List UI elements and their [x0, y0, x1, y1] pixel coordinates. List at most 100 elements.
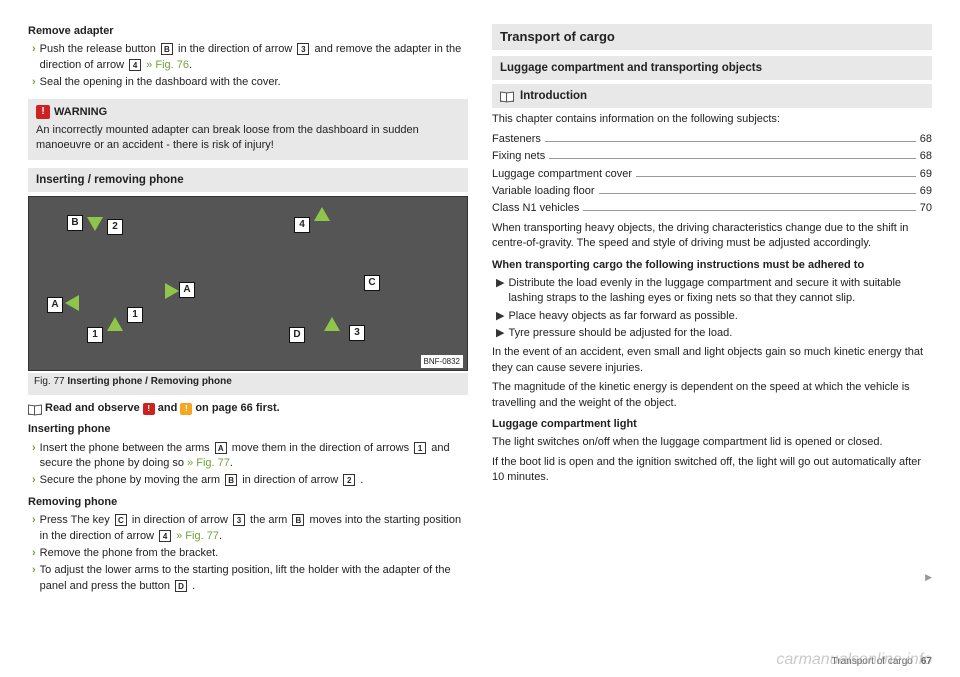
intro-text: This chapter contains information on the… [492, 112, 932, 127]
fig-arrow-icon [314, 207, 330, 221]
toc-leader [545, 141, 916, 142]
label-4-icon: 4 [129, 59, 141, 71]
label-2-icon: 2 [343, 474, 355, 486]
toc-label: Luggage compartment cover [492, 167, 632, 182]
fig-ref: » Fig. 77 [187, 457, 230, 469]
instruction-text: Place heavy objects as far forward as po… [508, 309, 737, 324]
section-inserting-removing: Inserting / removing phone [28, 168, 468, 192]
chevron-icon: › [32, 75, 36, 90]
read-observe-note: Read and observe ! and ! on page 66 firs… [28, 401, 468, 416]
fig-arrow-icon [65, 295, 79, 311]
page-columns: Remove adapter › Push the release button… [28, 18, 932, 608]
chevron-icon: › [32, 42, 36, 73]
instruction-2: ▶ Place heavy objects as far forward as … [492, 309, 932, 324]
fig-arrow-icon [324, 317, 340, 331]
toc-label: Fixing nets [492, 149, 545, 164]
fig-label-3: 3 [349, 325, 365, 341]
continue-icon: ▶ [925, 571, 932, 584]
instruction-1: ▶ Distribute the load evenly in the lugg… [492, 276, 932, 307]
toc-row: Class N1 vehicles 70 [492, 201, 932, 216]
caution-small-icon: ! [180, 403, 192, 415]
instructions-heading: When transporting cargo the following in… [492, 258, 932, 273]
warning-small-icon: ! [143, 403, 155, 415]
removing-step2: › Remove the phone from the bracket. [28, 546, 468, 561]
step-text: Press The key C in direction of arrow 3 … [40, 513, 468, 544]
step-text: Seal the opening in the dashboard with t… [40, 75, 281, 90]
fig-label-1b: 1 [127, 307, 143, 323]
step-text: Insert the phone between the arms A move… [40, 441, 468, 472]
label-b-icon: B [225, 474, 237, 486]
toc-row: Luggage compartment cover 69 [492, 167, 932, 182]
toc-leader [599, 193, 916, 194]
fig-label-c: C [364, 275, 380, 291]
luggage-heading: Luggage compartment and transporting obj… [492, 56, 932, 80]
fig-label-2: 2 [107, 219, 123, 235]
toc-leader [583, 210, 915, 211]
fig-label-d: D [289, 327, 305, 343]
label-c-icon: C [115, 514, 127, 526]
introduction-label: Introduction [520, 88, 587, 104]
toc-page: 70 [920, 201, 932, 216]
label-b-icon: B [292, 514, 304, 526]
remove-adapter-step1: › Push the release button B in the direc… [28, 42, 468, 73]
inserting-step1: › Insert the phone between the arms A mo… [28, 441, 468, 472]
label-3-icon: 3 [233, 514, 245, 526]
chevron-icon: › [32, 441, 36, 472]
warning-icon: ! [36, 105, 50, 119]
label-4-icon: 4 [159, 530, 171, 542]
toc-label: Fasteners [492, 132, 541, 147]
remove-adapter-step2: › Seal the opening in the dashboard with… [28, 75, 468, 90]
label-1-icon: 1 [414, 442, 426, 454]
removing-step1: › Press The key C in direction of arrow … [28, 513, 468, 544]
step-text: To adjust the lower arms to the starting… [40, 563, 468, 594]
fig-arrow-icon [165, 283, 179, 299]
toc-page: 68 [920, 132, 932, 147]
warning-label: WARNING [54, 105, 107, 120]
fig-ref: » Fig. 76 [146, 59, 189, 71]
inserting-phone-heading: Inserting phone [28, 422, 468, 437]
paragraph: The magnitude of the kinetic energy is d… [492, 380, 932, 411]
fig-label-1: 1 [87, 327, 103, 343]
fig-label-a: A [47, 297, 63, 313]
fig-label-a2: A [179, 282, 195, 298]
figure-77: B 2 A A 1 1 4 C D 3 BNF-0832 [28, 196, 468, 371]
toc-leader [636, 176, 916, 177]
toc-label: Variable loading floor [492, 184, 595, 199]
toc-page: 69 [920, 167, 932, 182]
triangle-icon: ▶ [496, 276, 504, 307]
instruction-text: Tyre pressure should be adjusted for the… [508, 326, 732, 341]
label-b-icon: B [161, 43, 173, 55]
toc-row: Fasteners 68 [492, 132, 932, 147]
chevron-icon: › [32, 513, 36, 544]
instruction-3: ▶ Tyre pressure should be adjusted for t… [492, 326, 932, 341]
book-icon [500, 90, 514, 102]
remove-adapter-heading: Remove adapter [28, 24, 468, 39]
warning-heading: ! WARNING [36, 105, 460, 120]
fig-label-4: 4 [294, 217, 310, 233]
warning-text: An incorrectly mounted adapter can break… [36, 123, 460, 154]
inserting-step2: › Secure the phone by moving the arm B i… [28, 473, 468, 488]
triangle-icon: ▶ [496, 326, 504, 341]
right-column: Transport of cargo Luggage compartment a… [492, 18, 932, 608]
toc-page: 68 [920, 149, 932, 164]
chevron-icon: › [32, 563, 36, 594]
fig-ref: » Fig. 77 [176, 530, 219, 542]
step-text: Secure the phone by moving the arm B in … [40, 473, 364, 488]
triangle-icon: ▶ [496, 309, 504, 324]
fig-code: BNF-0832 [421, 355, 463, 368]
label-d-icon: D [175, 580, 187, 592]
step-text: Push the release button B in the directi… [40, 42, 468, 73]
label-3-icon: 3 [297, 43, 309, 55]
watermark-text: carmanualsonline.info [776, 649, 932, 671]
paragraph: When transporting heavy objects, the dri… [492, 221, 932, 252]
instruction-text: Distribute the load evenly in the luggag… [508, 276, 932, 307]
toc-page: 69 [920, 184, 932, 199]
book-icon [28, 403, 42, 415]
toc-row: Variable loading floor 69 [492, 184, 932, 199]
fig-label-b: B [67, 215, 83, 231]
paragraph: In the event of an accident, even small … [492, 345, 932, 376]
warning-box: ! WARNING An incorrectly mounted adapter… [28, 99, 468, 160]
removing-phone-heading: Removing phone [28, 495, 468, 510]
paragraph: The light switches on/off when the lugga… [492, 435, 932, 450]
transport-cargo-heading: Transport of cargo [492, 24, 932, 50]
